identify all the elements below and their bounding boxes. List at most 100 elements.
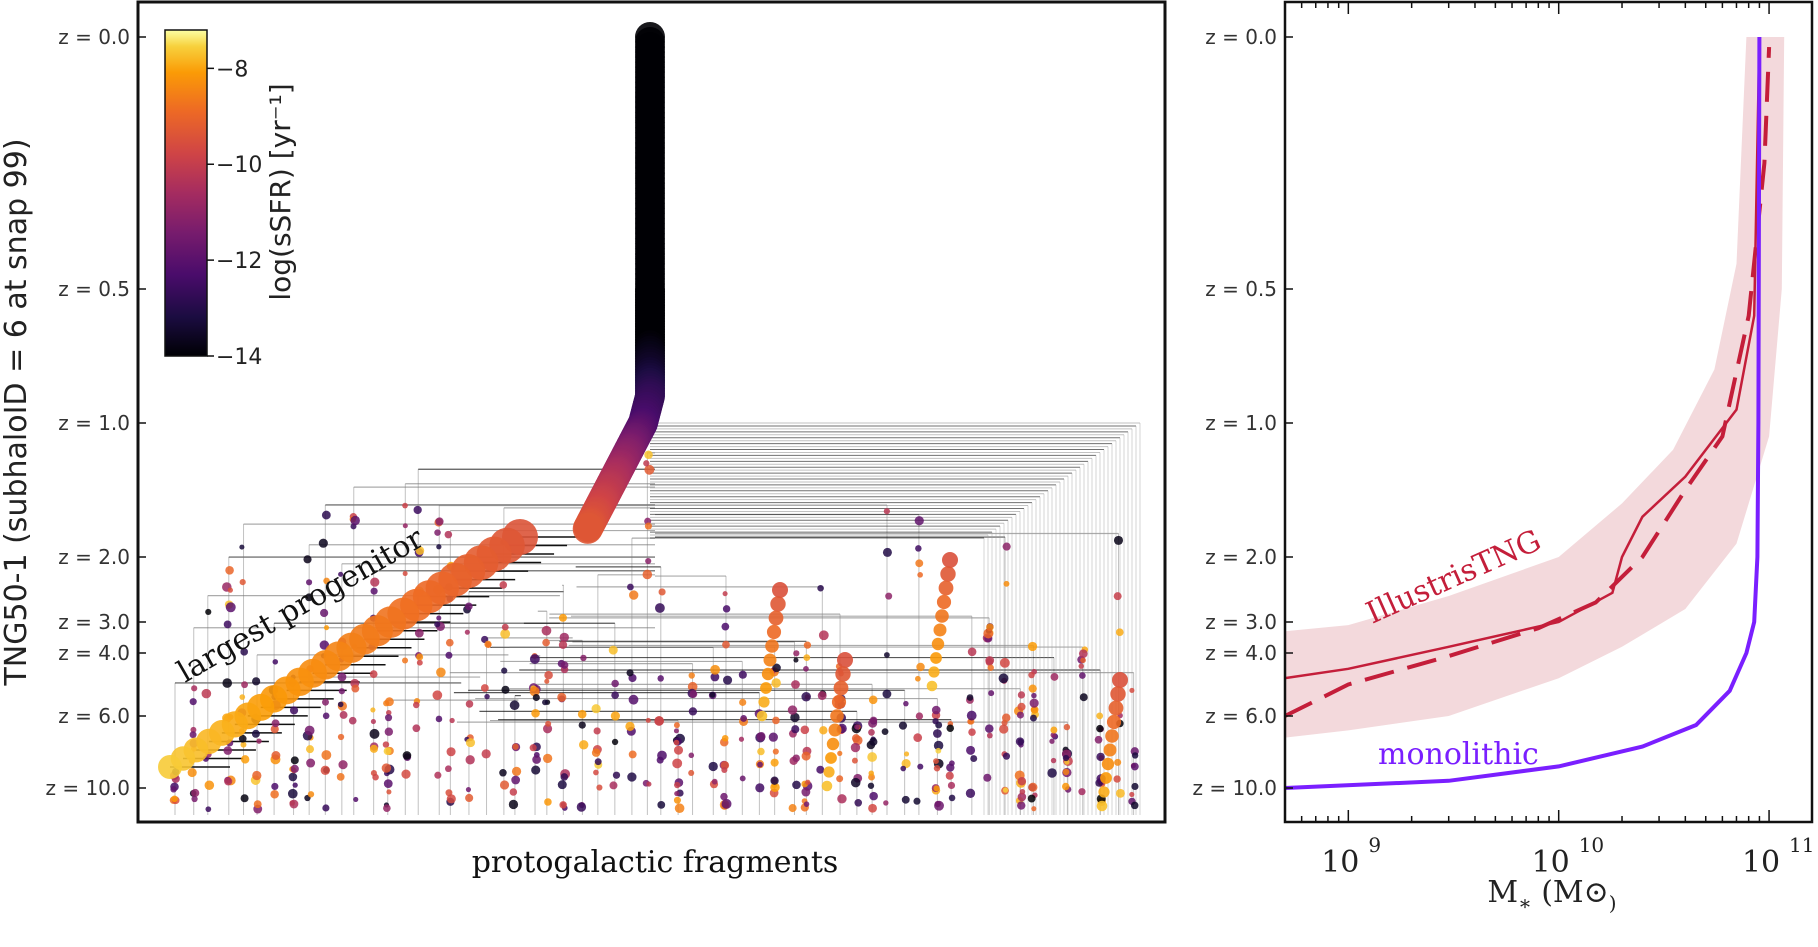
fragment-point [850, 777, 861, 788]
fragment-point [241, 681, 248, 689]
fragment-point [434, 529, 441, 536]
fragment-point [416, 653, 424, 661]
fragment-point [987, 664, 994, 671]
fragment-point [559, 632, 569, 643]
fragment-point [983, 773, 992, 782]
fragment-point [465, 786, 472, 793]
fragment-point [353, 796, 359, 803]
tree-y-axis-label: TNG50-1 (subhaloID = 6 at snap 99) [0, 138, 34, 686]
fragment-point [1130, 801, 1139, 810]
side-branch-point [1106, 714, 1122, 730]
fragment-point [628, 750, 637, 759]
tree-panel-frame [136, 0, 1167, 824]
fragment-point [1049, 738, 1055, 744]
fragment-point [709, 691, 716, 698]
fragment-point [983, 628, 994, 639]
fragment-point [465, 793, 474, 803]
fragment-point [348, 716, 357, 725]
fragment-point [1079, 693, 1088, 702]
fragment-point [544, 678, 550, 684]
fragment-point [222, 678, 233, 688]
illustris-dashed-line [1285, 47, 1772, 718]
fragment-point [416, 659, 423, 666]
fragment-point [271, 719, 280, 728]
fragment-point [627, 583, 634, 591]
fragment-point [836, 775, 844, 783]
fragment-point [414, 628, 424, 638]
side-branch-point [931, 637, 945, 651]
fragment-point [793, 657, 799, 663]
fragment-point [224, 777, 233, 786]
fragment-point [947, 781, 956, 790]
fragment-point [816, 765, 825, 774]
illustris-solid-line [1285, 36, 1761, 680]
fragment-point [711, 778, 718, 785]
fragment-point [240, 741, 247, 748]
fragment-point [1050, 726, 1058, 734]
fragment-point [913, 797, 921, 805]
side-branch-point [823, 766, 835, 778]
fragment-point [903, 700, 909, 707]
fragment-point [529, 686, 540, 697]
fragment-point [1129, 791, 1135, 798]
fragment-point [1115, 788, 1125, 798]
fragment-point [321, 750, 332, 760]
fragment-point [914, 516, 924, 526]
fragment-point [1050, 732, 1057, 738]
fragment-point [499, 780, 510, 790]
fragment-point [967, 647, 977, 657]
fragment-point [770, 776, 779, 785]
fragment-point [772, 748, 779, 755]
mass-y-tick-label: z = 1.0 [1205, 411, 1277, 435]
fragment-point [999, 724, 1009, 734]
fragment-point [370, 718, 376, 725]
fragment-point [740, 715, 748, 722]
fragment-point [223, 620, 232, 629]
fragment-point [500, 628, 511, 639]
fragment-point [239, 694, 246, 700]
fragment-point [1047, 768, 1057, 778]
fragment-point [481, 749, 491, 759]
fragment-point [654, 716, 664, 726]
fragment-point [225, 566, 234, 575]
mass-y-tick-label: z = 0.5 [1205, 277, 1277, 301]
fragment-point [654, 603, 665, 613]
fragment-point [721, 766, 728, 774]
fragment-point [901, 795, 910, 804]
fragment-point [413, 505, 422, 515]
fragment-point [710, 672, 720, 682]
fragment-point [800, 725, 810, 735]
side-branch-point [772, 582, 788, 598]
fragment-point [369, 744, 378, 753]
fragment-point [756, 731, 766, 741]
fragment-point [885, 592, 893, 600]
fragment-point [271, 782, 279, 790]
fragment-point [287, 788, 298, 799]
fragment-point [837, 750, 843, 756]
fragment-point [1027, 794, 1036, 803]
merger-tree-lines [170, 422, 1141, 815]
fragment-point [591, 748, 601, 757]
fragment-point [688, 707, 698, 716]
tree-y-tick-label: z = 1.0 [58, 411, 130, 435]
fragment-point [1031, 692, 1037, 699]
mass-y-tick-label: z = 6.0 [1205, 704, 1277, 728]
fragment-point [307, 791, 315, 798]
fragment-point [657, 750, 667, 761]
side-branch-point [756, 710, 768, 722]
side-branch-point [1103, 743, 1117, 757]
fragment-point [645, 717, 651, 723]
fragment-point [1113, 775, 1121, 783]
fragment-point [292, 782, 298, 788]
fragment-point [480, 684, 489, 692]
fragment-point [644, 450, 653, 460]
illustris-scatter-band [1285, 37, 1785, 738]
main-branch-point [572, 513, 603, 544]
fragment-point [271, 751, 281, 760]
monolithic-label: monolithic [1378, 737, 1539, 772]
fragment-point [868, 803, 877, 813]
fragment-point [446, 794, 456, 804]
fragment-point [1028, 671, 1035, 679]
side-branch-point [833, 680, 849, 696]
fragment-point [465, 700, 474, 708]
